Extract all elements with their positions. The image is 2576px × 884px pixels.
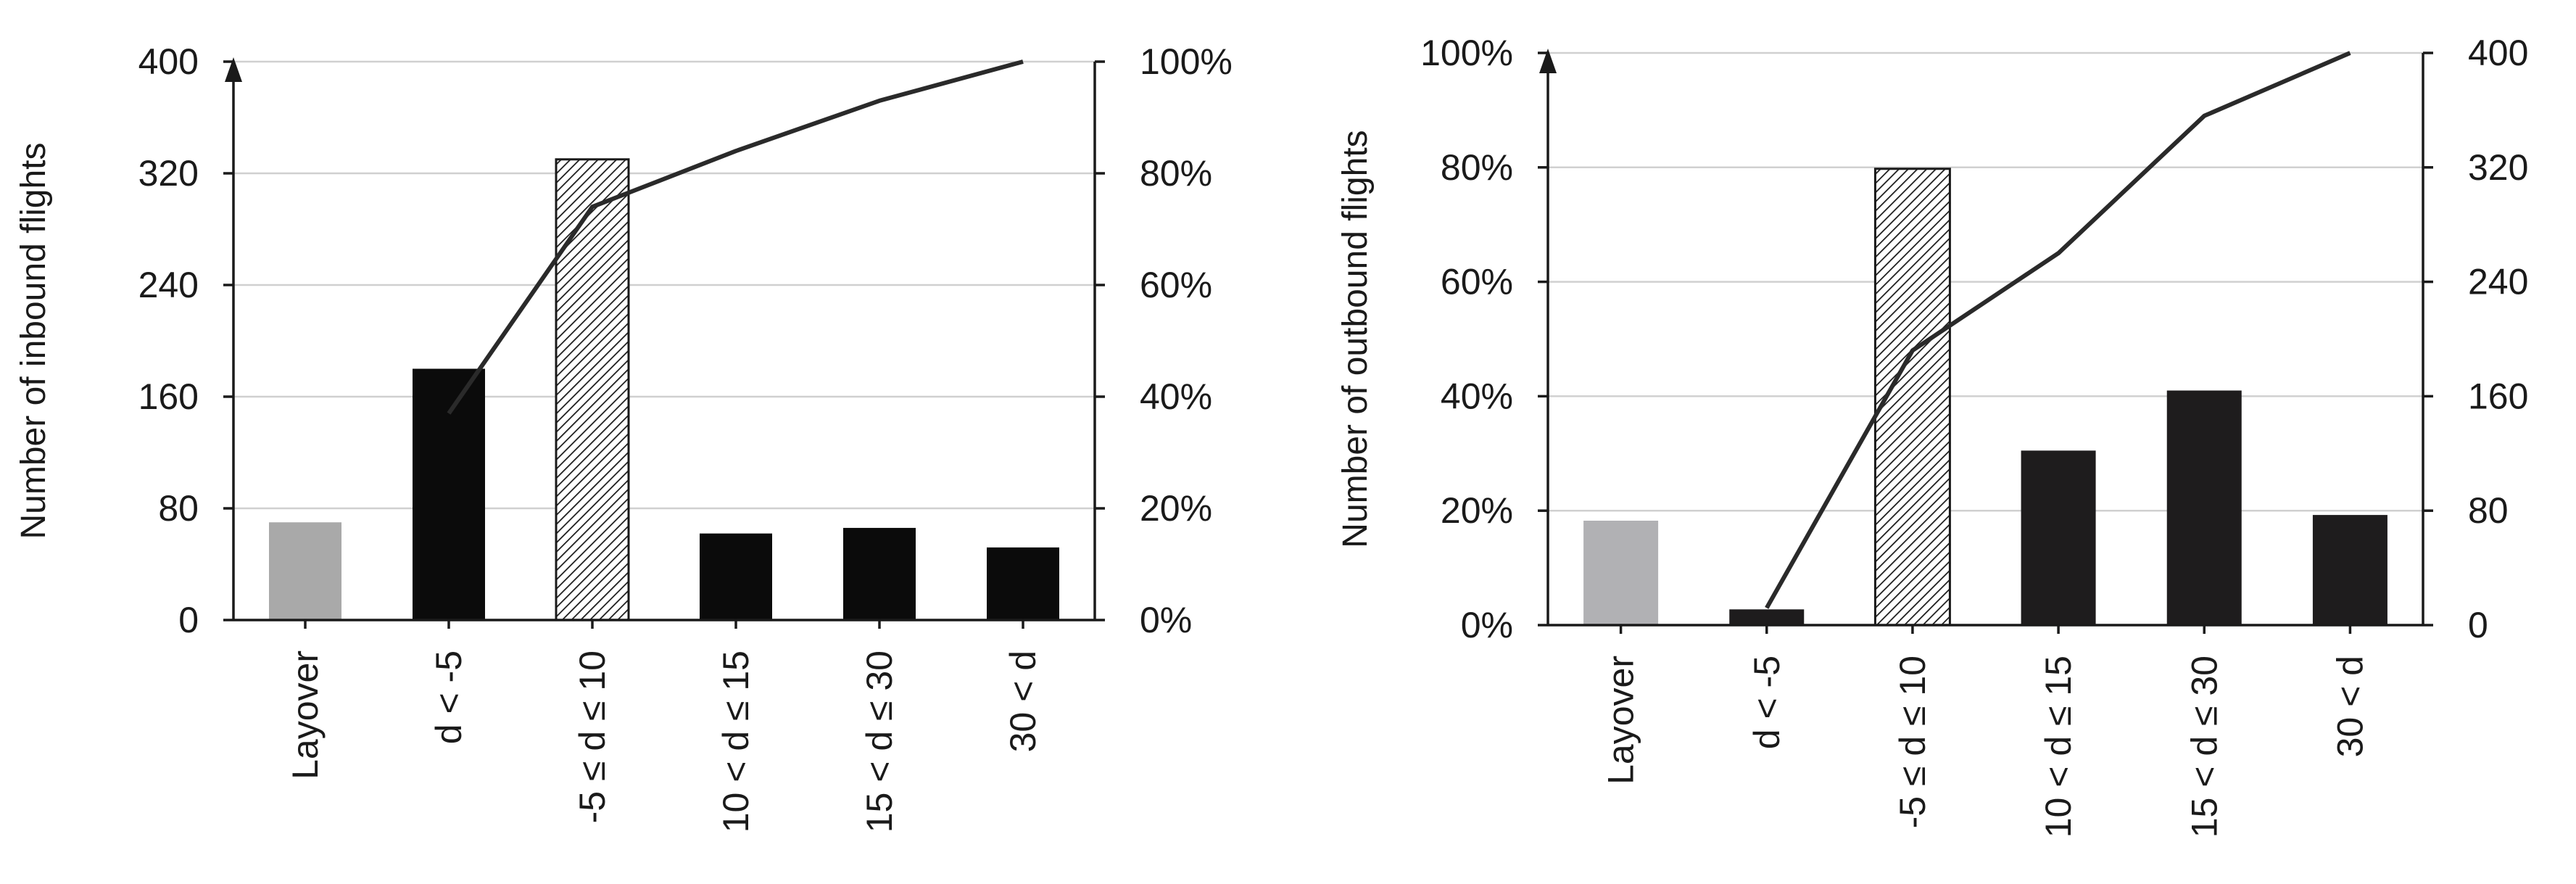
- axis-arrow-icon: [1539, 49, 1557, 73]
- right-axis-tick-label: 320: [2468, 147, 2528, 188]
- category-label: -5 ≤ d ≤ 10: [1892, 656, 1933, 828]
- left-axis-tick-label: 100%: [1420, 33, 1513, 73]
- right-axis-tick-label: 80%: [1140, 153, 1212, 194]
- right-axis-tick-label: 60%: [1140, 265, 1212, 305]
- bar: [269, 522, 341, 620]
- right-axis-tick-label: 20%: [1140, 488, 1212, 529]
- right-axis-tick-label: 240: [2468, 262, 2528, 302]
- cumulative-line: [1765, 51, 2351, 609]
- left-axis-tick-label: 80: [158, 488, 199, 529]
- bar: [413, 368, 485, 620]
- category-label: -5 ≤ d ≤ 10: [572, 650, 613, 823]
- category-label: 15 < d ≤ 30: [2184, 656, 2224, 838]
- bar: [700, 533, 772, 620]
- category-label: 10 < d ≤ 15: [716, 650, 756, 833]
- outbound-chart: 0% 20% 40% 60% 80% 100% 0 80 160 240 320 400 Layover…: [1336, 33, 2528, 838]
- right-axis-tick-label: 80: [2468, 490, 2509, 531]
- axis-arrow-icon: [225, 57, 242, 82]
- right-axis-tick-label: 400: [2468, 33, 2528, 73]
- left-axis-tick-label: 240: [138, 265, 199, 305]
- left-axis-tick-label: 0%: [1461, 605, 1513, 645]
- bar: [555, 158, 630, 621]
- category-label: 10 < d ≤ 15: [2038, 656, 2079, 838]
- category-label: Layover: [285, 650, 326, 780]
- category-label: 30 < d: [2329, 656, 2370, 757]
- left-axis-tick-label: 20%: [1441, 490, 1513, 531]
- left-axis-tick-label: 40%: [1441, 376, 1513, 416]
- category-label: d < -5: [1747, 656, 1787, 749]
- bar: [987, 547, 1059, 620]
- right-axis-tick-label: 40%: [1140, 376, 1212, 417]
- bar: [2021, 450, 2096, 625]
- right-axis-tick-label: 100%: [1140, 41, 1233, 82]
- inbound-chart: 0 80 160 240 320 400 0% 20% 40% 60% 80% 100% Layover…: [15, 41, 1233, 833]
- y-axis-title: Number of inbound flights: [15, 143, 53, 540]
- left-axis-tick-label: 0: [178, 600, 199, 640]
- left-axis-tick-label: 60%: [1441, 262, 1513, 302]
- left-axis-tick-label: 400: [138, 41, 199, 82]
- right-axis-tick-label: 160: [2468, 376, 2528, 416]
- bar: [1729, 609, 1805, 625]
- bar: [2312, 515, 2387, 625]
- bar: [1583, 521, 1659, 625]
- bar: [2166, 390, 2242, 625]
- category-label: d < -5: [428, 650, 469, 744]
- category-label: Layover: [1601, 656, 1641, 785]
- bar: [843, 527, 916, 620]
- left-axis-tick-label: 80%: [1441, 147, 1513, 188]
- left-axis-tick-label: 320: [138, 153, 199, 194]
- cumulative-line: [447, 59, 1024, 415]
- right-axis-tick-label: 0: [2468, 605, 2488, 645]
- left-axis-tick-label: 160: [138, 376, 199, 417]
- y-axis-title: Number of outbound flights: [1336, 130, 1375, 548]
- right-axis-tick-label: 0%: [1140, 600, 1192, 640]
- category-label: 30 < d: [1003, 650, 1043, 752]
- category-label: 15 < d ≤ 30: [859, 650, 900, 833]
